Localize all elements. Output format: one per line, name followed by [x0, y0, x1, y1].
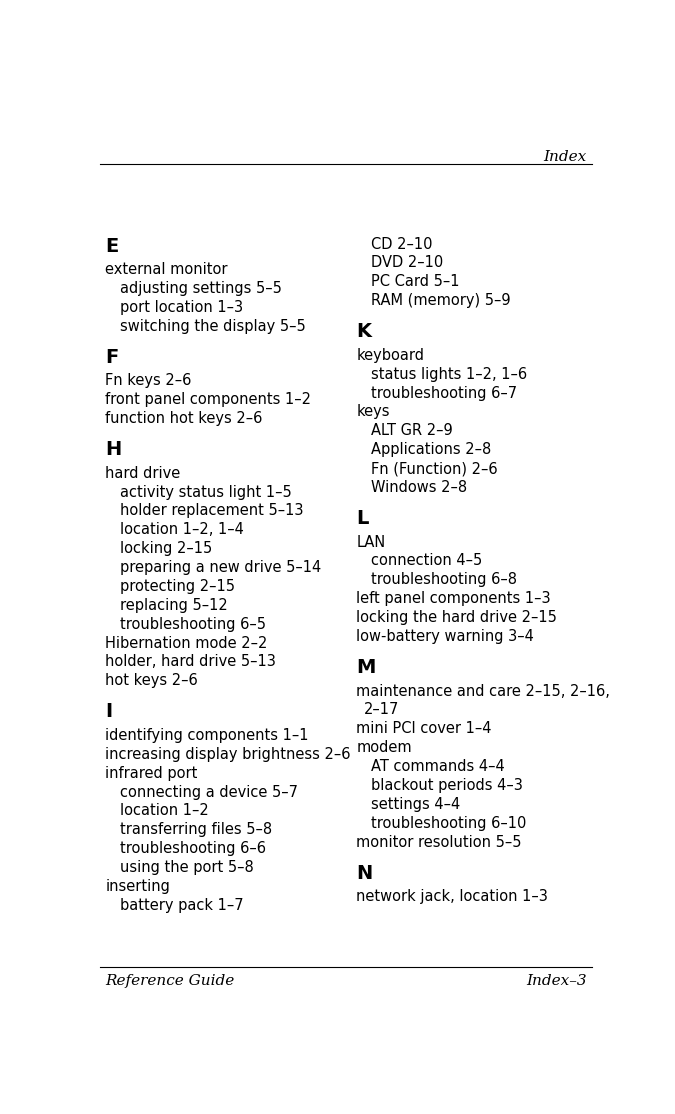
Text: Fn (Function) 2–6: Fn (Function) 2–6 — [371, 461, 497, 476]
Text: keyboard: keyboard — [356, 348, 425, 363]
Text: left panel components 1–3: left panel components 1–3 — [356, 592, 551, 606]
Text: replacing 5–12: replacing 5–12 — [120, 598, 227, 613]
Text: LAN: LAN — [356, 535, 385, 549]
Text: Index–3: Index–3 — [526, 975, 587, 988]
Text: holder replacement 5–13: holder replacement 5–13 — [120, 504, 304, 518]
Text: mini PCI cover 1–4: mini PCI cover 1–4 — [356, 722, 492, 736]
Text: F: F — [105, 348, 119, 367]
Text: AT commands 4–4: AT commands 4–4 — [371, 759, 505, 774]
Text: RAM (memory) 5–9: RAM (memory) 5–9 — [371, 293, 511, 309]
Text: activity status light 1–5: activity status light 1–5 — [120, 485, 292, 499]
Text: identifying components 1–1: identifying components 1–1 — [105, 727, 308, 743]
Text: troubleshooting 6–7: troubleshooting 6–7 — [371, 385, 517, 401]
Text: I: I — [105, 703, 113, 722]
Text: protecting 2–15: protecting 2–15 — [120, 579, 235, 594]
Text: function hot keys 2–6: function hot keys 2–6 — [105, 411, 263, 426]
Text: hot keys 2–6: hot keys 2–6 — [105, 673, 198, 688]
Text: 2–17: 2–17 — [364, 703, 399, 717]
Text: location 1–2: location 1–2 — [120, 803, 209, 819]
Text: blackout periods 4–3: blackout periods 4–3 — [371, 778, 523, 793]
Text: M: M — [356, 658, 376, 677]
Text: troubleshooting 6–10: troubleshooting 6–10 — [371, 815, 526, 831]
Text: modem: modem — [356, 740, 412, 755]
Text: front panel components 1–2: front panel components 1–2 — [105, 392, 311, 408]
Text: transferring files 5–8: transferring files 5–8 — [120, 822, 272, 838]
Text: adjusting settings 5–5: adjusting settings 5–5 — [120, 281, 282, 296]
Text: increasing display brightness 2–6: increasing display brightness 2–6 — [105, 746, 351, 762]
Text: hard drive: hard drive — [105, 466, 180, 481]
Text: locking 2–15: locking 2–15 — [120, 541, 212, 556]
Text: E: E — [105, 236, 119, 255]
Text: N: N — [356, 863, 373, 882]
Text: port location 1–3: port location 1–3 — [120, 300, 243, 315]
Text: DVD 2–10: DVD 2–10 — [371, 255, 443, 271]
Text: locking the hard drive 2–15: locking the hard drive 2–15 — [356, 610, 558, 625]
Text: Windows 2–8: Windows 2–8 — [371, 480, 467, 495]
Text: preparing a new drive 5–14: preparing a new drive 5–14 — [120, 560, 321, 575]
Text: Fn keys 2–6: Fn keys 2–6 — [105, 373, 192, 389]
Text: keys: keys — [356, 404, 390, 420]
Text: Hibernation mode 2–2: Hibernation mode 2–2 — [105, 636, 268, 651]
Text: network jack, location 1–3: network jack, location 1–3 — [356, 889, 548, 905]
Text: troubleshooting 6–6: troubleshooting 6–6 — [120, 841, 266, 857]
Text: holder, hard drive 5–13: holder, hard drive 5–13 — [105, 654, 276, 670]
Text: monitor resolution 5–5: monitor resolution 5–5 — [356, 834, 522, 850]
Text: settings 4–4: settings 4–4 — [371, 797, 460, 812]
Text: infrared port: infrared port — [105, 765, 198, 781]
Text: using the port 5–8: using the port 5–8 — [120, 860, 254, 876]
Text: ALT GR 2–9: ALT GR 2–9 — [371, 423, 453, 438]
Text: Index: Index — [543, 149, 587, 164]
Text: Applications 2–8: Applications 2–8 — [371, 442, 491, 457]
Text: connecting a device 5–7: connecting a device 5–7 — [120, 784, 298, 800]
Text: L: L — [356, 509, 369, 528]
Text: maintenance and care 2–15, 2–16,: maintenance and care 2–15, 2–16, — [356, 684, 610, 698]
Text: switching the display 5–5: switching the display 5–5 — [120, 319, 306, 334]
Text: external monitor: external monitor — [105, 262, 227, 277]
Text: H: H — [105, 440, 122, 459]
Text: inserting: inserting — [105, 879, 170, 893]
Text: troubleshooting 6–5: troubleshooting 6–5 — [120, 617, 266, 632]
Text: PC Card 5–1: PC Card 5–1 — [371, 274, 460, 290]
Text: Reference Guide: Reference Guide — [105, 975, 234, 988]
Text: status lights 1–2, 1–6: status lights 1–2, 1–6 — [371, 367, 527, 382]
Text: CD 2–10: CD 2–10 — [371, 236, 433, 252]
Text: troubleshooting 6–8: troubleshooting 6–8 — [371, 573, 517, 587]
Text: K: K — [356, 322, 371, 341]
Text: location 1–2, 1–4: location 1–2, 1–4 — [120, 522, 244, 537]
Text: battery pack 1–7: battery pack 1–7 — [120, 898, 244, 912]
Text: low-battery warning 3–4: low-battery warning 3–4 — [356, 629, 535, 644]
Text: connection 4–5: connection 4–5 — [371, 554, 483, 568]
